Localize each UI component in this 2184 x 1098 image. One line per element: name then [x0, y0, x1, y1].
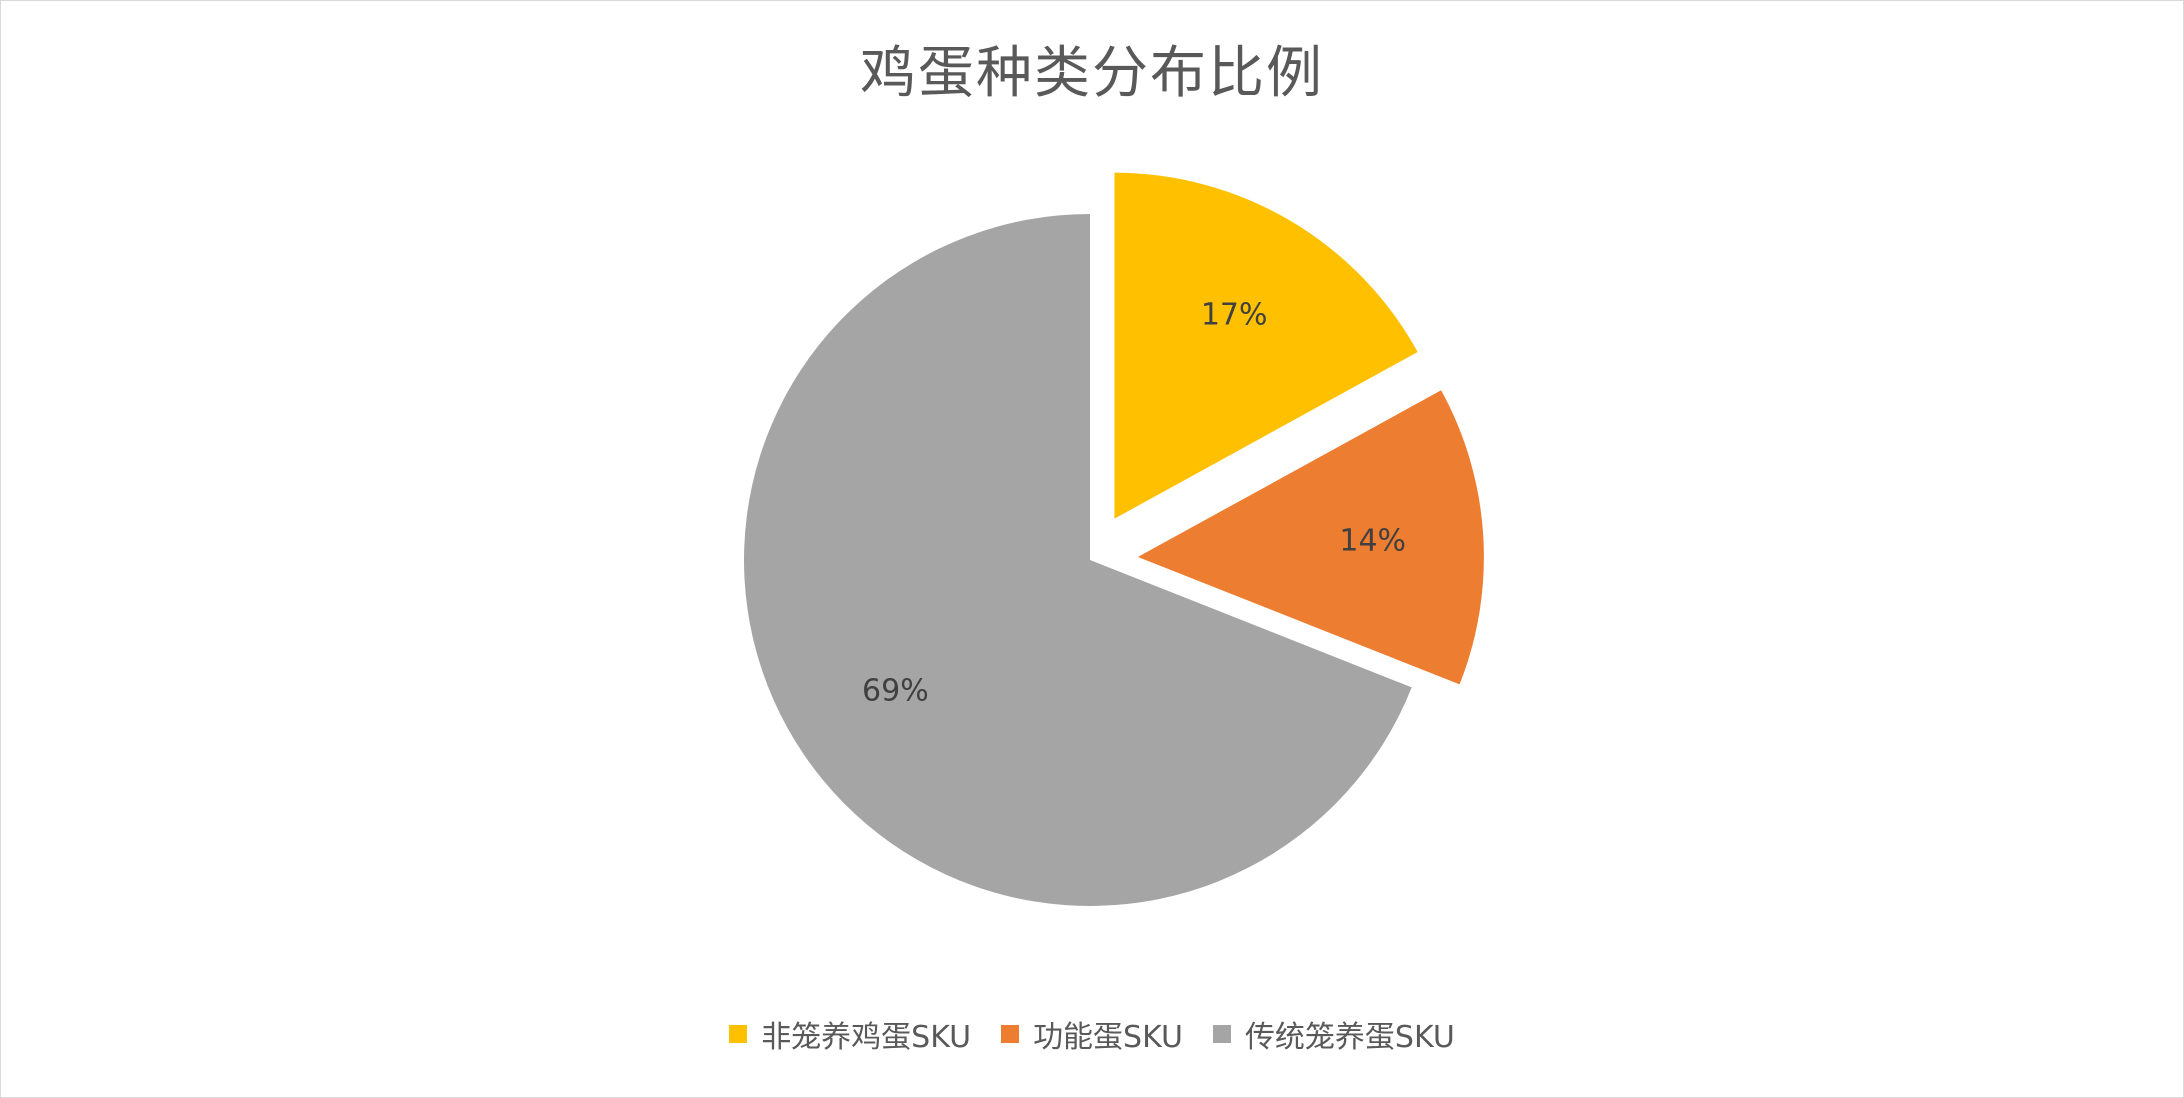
legend-swatch [1001, 1025, 1020, 1043]
pie-slice[interactable] [1137, 390, 1484, 685]
pie-slice[interactable] [743, 214, 1412, 906]
legend-swatch [1212, 1025, 1231, 1043]
legend-item[interactable]: 传统笼养蛋SKU [1212, 1012, 1455, 1056]
legend-label: 非笼养鸡蛋SKU [761, 1020, 972, 1055]
legend-label: 传统笼养蛋SKU [1244, 1020, 1455, 1055]
data-label: 14% [1339, 524, 1406, 559]
pie-data-labels: 17% 14% 69% [862, 298, 1406, 709]
pie-slices [743, 172, 1484, 906]
pie-slice[interactable] [1114, 172, 1418, 519]
chart-title: 鸡蛋种类分布比例 [860, 41, 1324, 106]
legend-item[interactable]: 非笼养鸡蛋SKU [729, 1012, 971, 1056]
legend-label: 功能蛋SKU [1033, 1020, 1183, 1055]
data-label: 17% [1201, 298, 1268, 333]
legend-swatch [729, 1025, 748, 1043]
legend-item[interactable]: 功能蛋SKU [1001, 1012, 1183, 1056]
data-label: 69% [862, 674, 929, 709]
chart-legend: 非笼养鸡蛋SKU 功能蛋SKU 传统笼养蛋SKU [0, 1012, 2184, 1056]
